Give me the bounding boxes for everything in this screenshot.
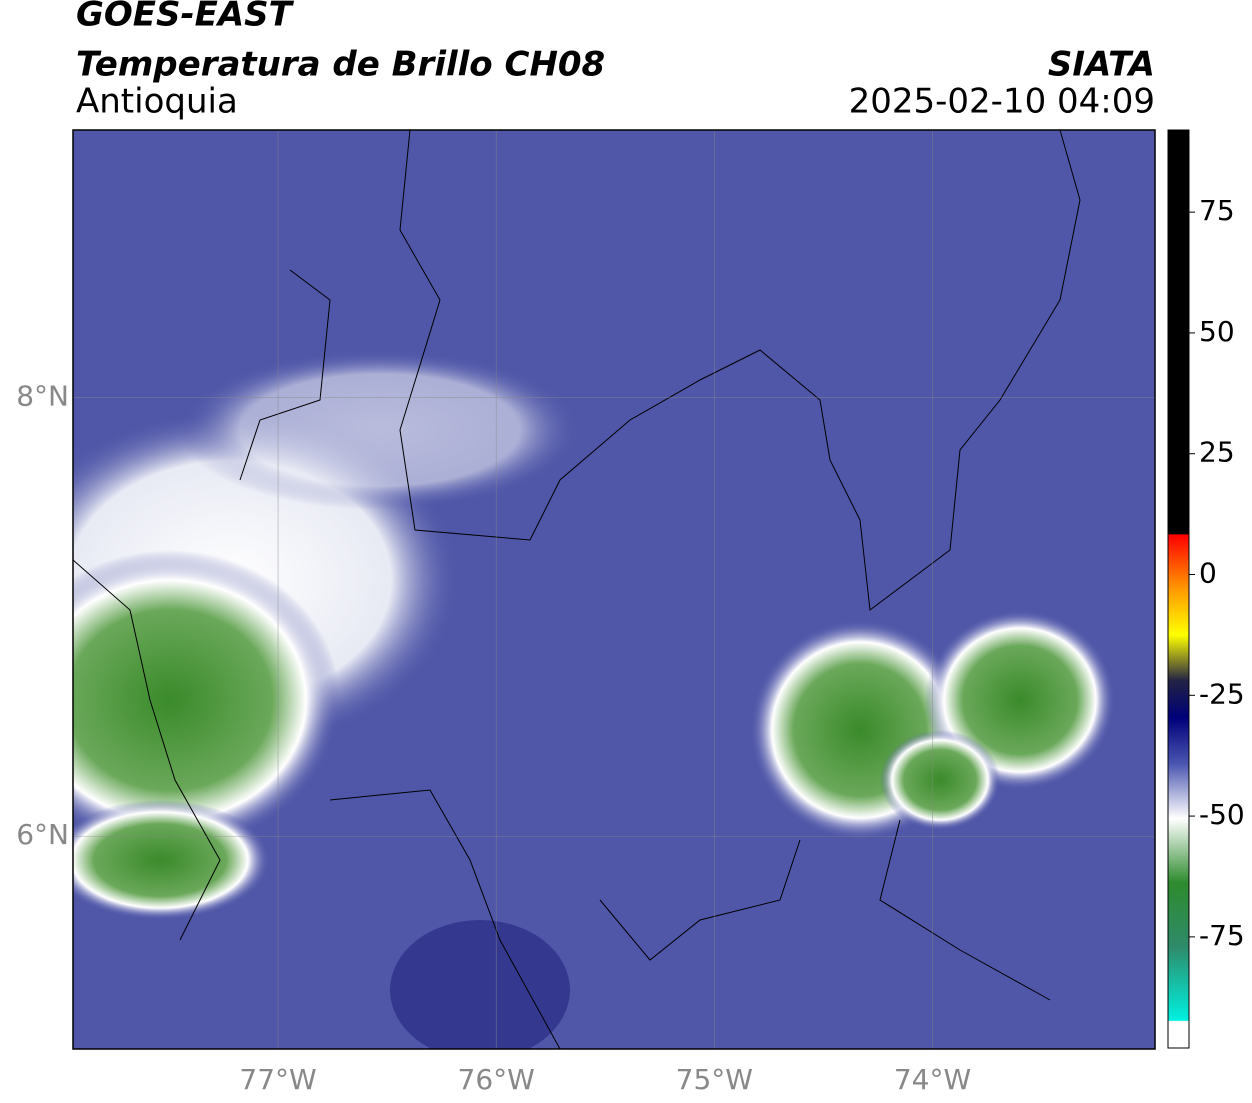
subtitle: Temperatura de Brillo CH08: [76, 45, 605, 85]
datetime: 2025-02-10 04:09: [849, 82, 1155, 122]
colorbar: [1167, 129, 1190, 1049]
lon-tick-label: 75°W: [676, 1063, 753, 1096]
colorbar-tick-label: -50: [1199, 798, 1245, 831]
lon-tick-label: 76°W: [458, 1063, 535, 1096]
region: Antioquia: [76, 82, 238, 122]
colorbar-tick-label: 75: [1199, 194, 1235, 227]
lat-tick-label: 6°N: [16, 818, 69, 851]
colorbar-tick-label: 50: [1199, 315, 1235, 348]
lat-tick-label: 8°N: [16, 380, 69, 413]
satellite-field: [73, 130, 1155, 1049]
lon-tick-label: 74°W: [894, 1063, 971, 1096]
lon-tick-label: 77°W: [239, 1063, 316, 1096]
colorbar-tick-label: 0: [1199, 557, 1217, 590]
title: GOES-EAST: [76, 0, 295, 35]
colorbar-tick-label: 25: [1199, 436, 1235, 469]
brand: SIATA: [1048, 45, 1155, 85]
colorbar-tick-label: -75: [1199, 919, 1245, 952]
map-frame: [72, 129, 1156, 1050]
colorbar-tick-label: -25: [1199, 677, 1245, 710]
